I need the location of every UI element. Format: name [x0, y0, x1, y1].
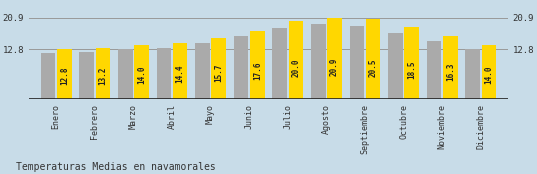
Text: 16.3: 16.3: [446, 63, 455, 81]
Text: 14.0: 14.0: [137, 65, 146, 84]
Text: 13.2: 13.2: [98, 66, 107, 85]
Bar: [311, 24, 325, 99]
Text: 12.8: 12.8: [60, 67, 69, 85]
Text: 15.7: 15.7: [214, 63, 223, 82]
Bar: [443, 36, 458, 99]
Bar: [327, 18, 342, 99]
Bar: [212, 38, 226, 99]
Bar: [404, 27, 419, 99]
Bar: [482, 45, 496, 99]
Bar: [466, 49, 480, 99]
Bar: [366, 19, 380, 99]
Bar: [118, 49, 133, 99]
Bar: [288, 21, 303, 99]
Bar: [96, 48, 110, 99]
Bar: [350, 26, 364, 99]
Bar: [134, 45, 149, 99]
Bar: [272, 28, 287, 99]
Text: 14.0: 14.0: [484, 65, 494, 84]
Bar: [57, 49, 71, 99]
Text: 20.0: 20.0: [292, 59, 300, 77]
Bar: [250, 31, 265, 99]
Bar: [234, 36, 249, 99]
Text: 14.4: 14.4: [176, 65, 185, 83]
Text: Temperaturas Medias en navamorales: Temperaturas Medias en navamorales: [16, 162, 216, 172]
Text: 18.5: 18.5: [407, 60, 416, 79]
Text: 20.9: 20.9: [330, 58, 339, 76]
Bar: [195, 43, 210, 99]
Bar: [388, 33, 403, 99]
Bar: [173, 43, 187, 99]
Text: 20.5: 20.5: [368, 58, 378, 77]
Bar: [41, 53, 55, 99]
Bar: [79, 52, 94, 99]
Text: 17.6: 17.6: [253, 61, 262, 80]
Bar: [157, 48, 171, 99]
Bar: [427, 41, 441, 99]
